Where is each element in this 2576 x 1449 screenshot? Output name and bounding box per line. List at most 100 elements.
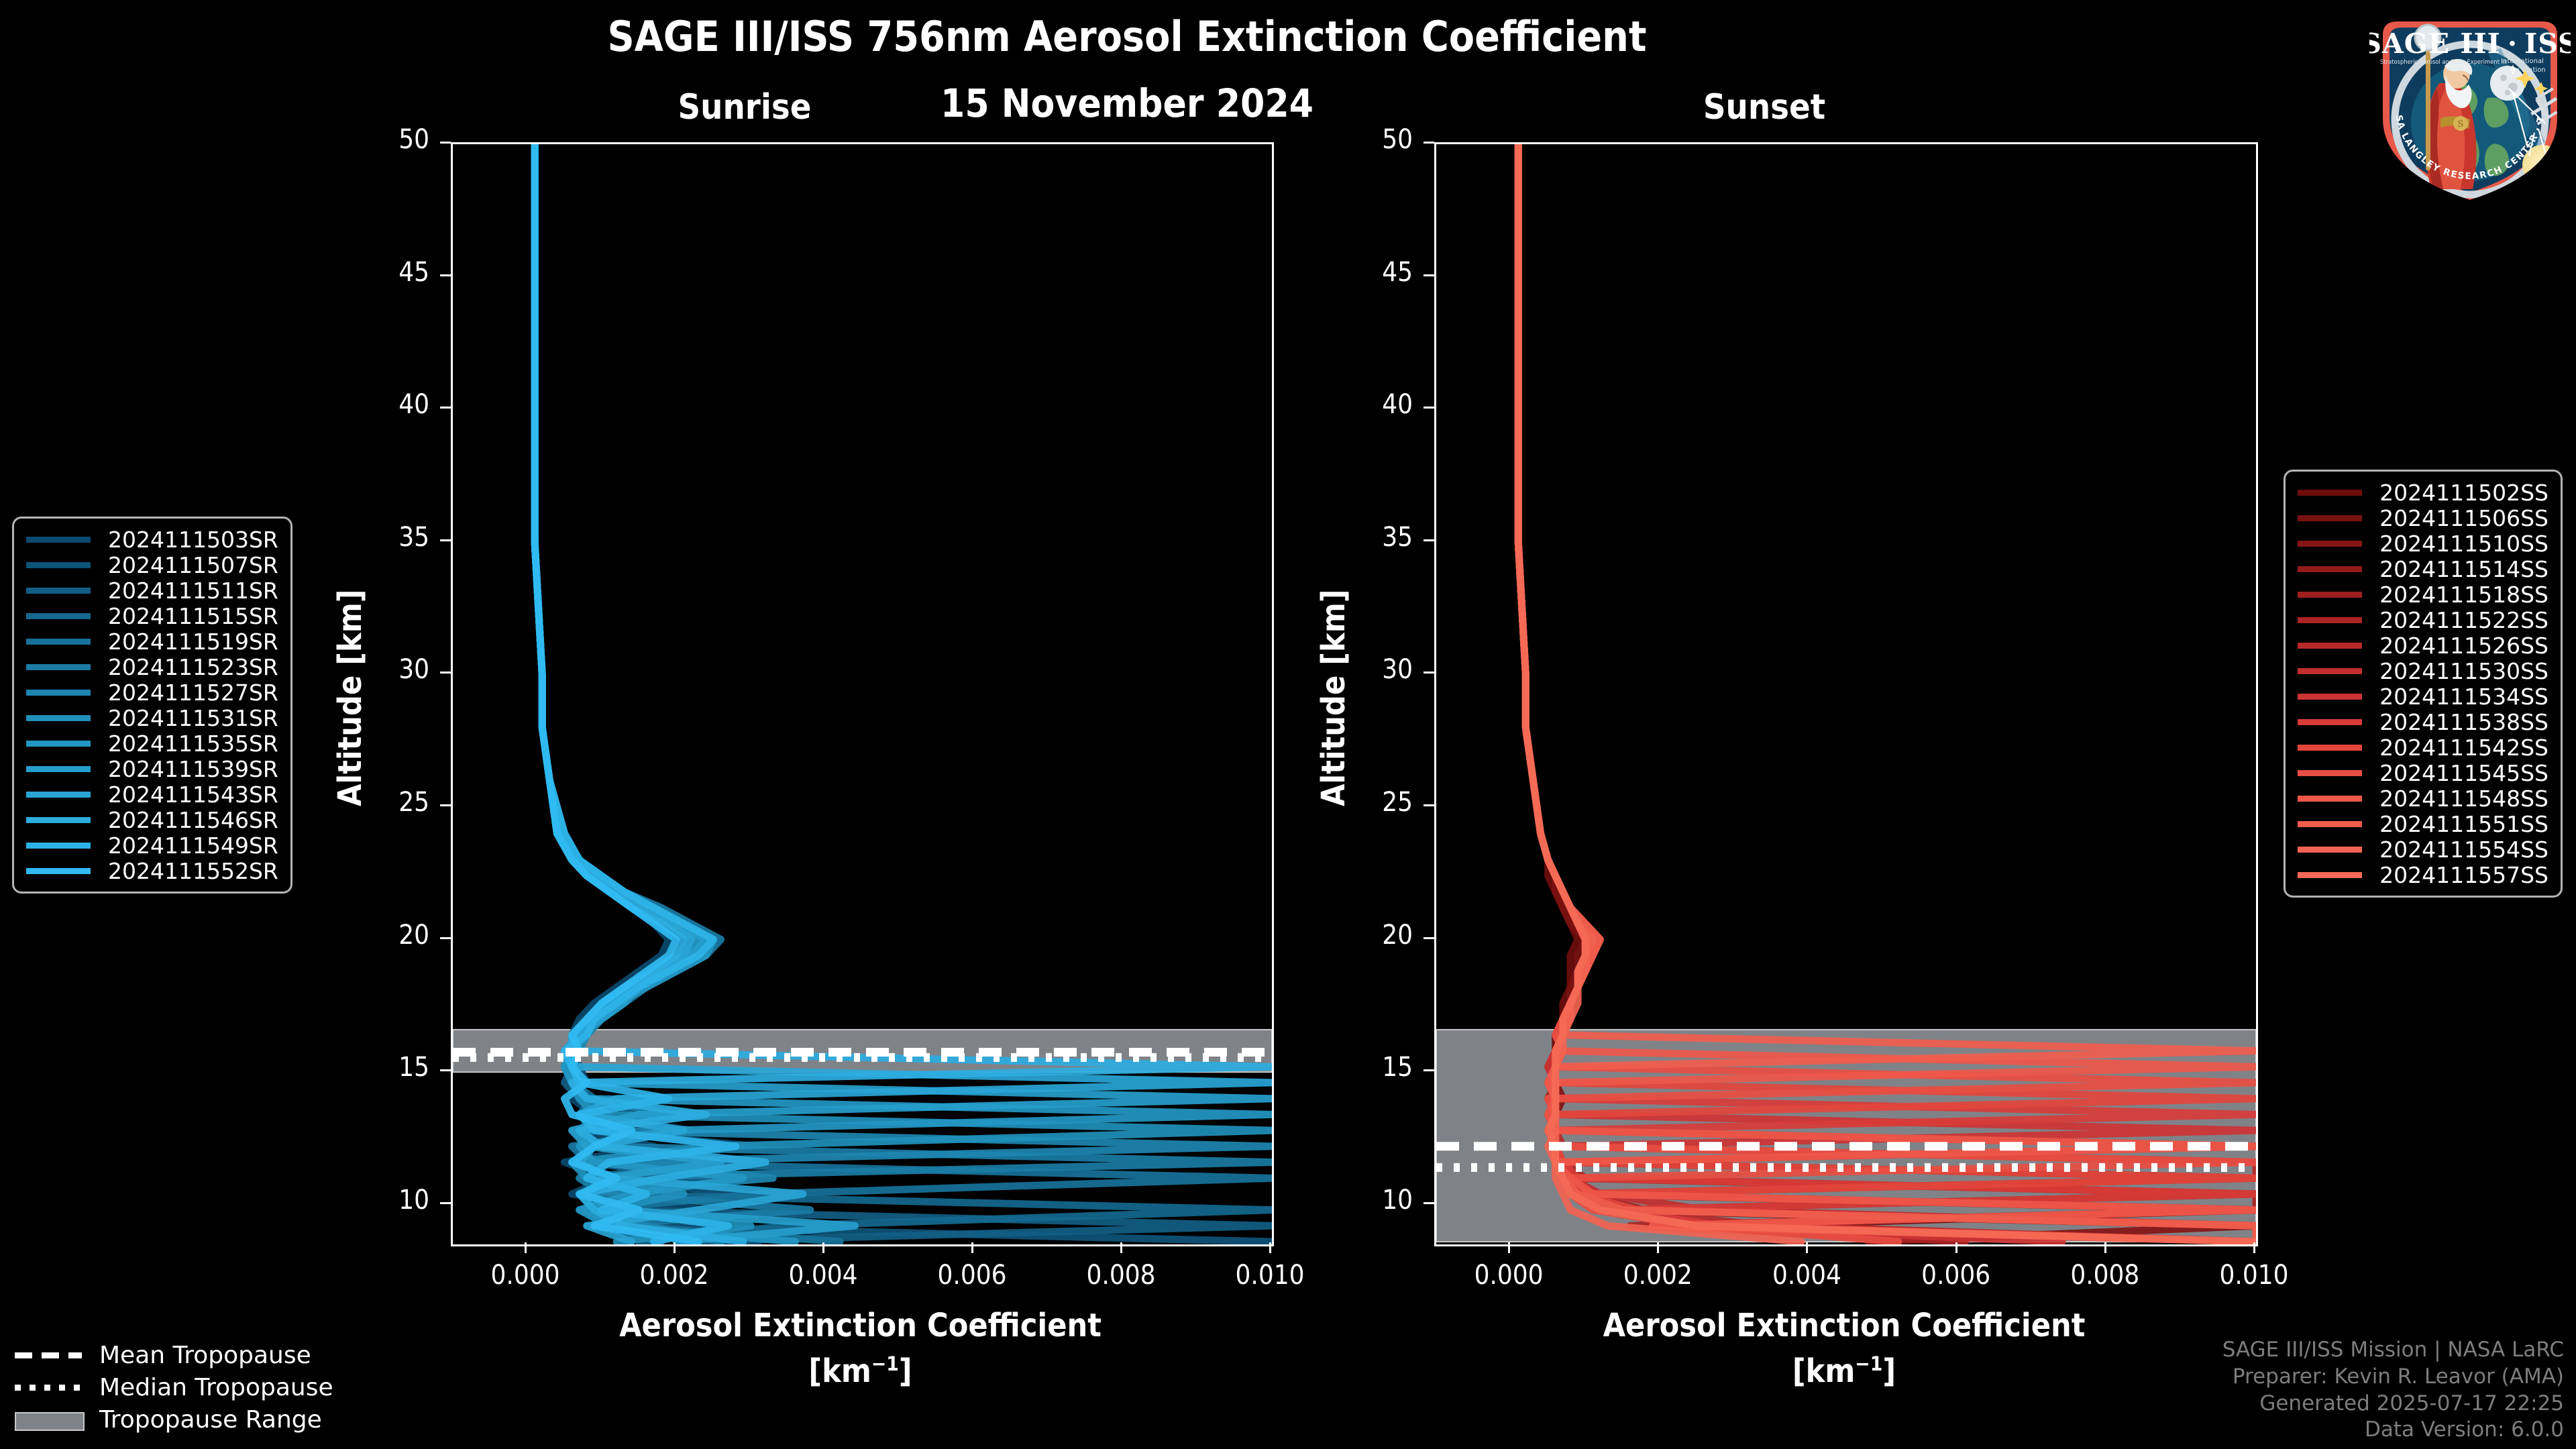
tropopause-legend-entry: Median Tropopause	[15, 1371, 333, 1403]
legend-sunrise-entry[interactable]: 2024111503SR	[26, 526, 278, 553]
legend-sunrise-entry[interactable]: 2024111531SR	[26, 705, 278, 731]
legend-label: 2024111514SS	[2379, 555, 2548, 582]
y-tick	[1424, 539, 1434, 541]
y-tick-label: 20	[398, 919, 429, 951]
x-tick-label: 0.004	[788, 1260, 858, 1291]
x-axis-title: Aerosol Extinction Coefficient	[1603, 1307, 2086, 1344]
legend-sunset-entry[interactable]: 2024111502SS	[2298, 479, 2548, 506]
legend-color-swatch	[26, 663, 91, 670]
legend-sunrise-entry[interactable]: 2024111527SR	[26, 679, 278, 706]
legend-color-swatch	[26, 587, 91, 594]
y-axis-title: Altitude [km]	[331, 589, 369, 806]
legend-sunset-entry[interactable]: 2024111538SS	[2298, 709, 2548, 735]
x-tick-label: 0.008	[1086, 1260, 1156, 1291]
legend-color-swatch	[2298, 744, 2363, 751]
tropopause-legend-key	[15, 1346, 82, 1364]
legend-label: 2024111539SR	[108, 755, 278, 782]
legend-sunset-entry[interactable]: 2024111548SS	[2298, 785, 2548, 812]
x-tick	[2104, 1242, 2106, 1253]
y-tick-label: 25	[398, 786, 429, 818]
legend-sunrise-entry[interactable]: 2024111515SR	[26, 603, 278, 629]
legend-color-swatch	[26, 867, 91, 874]
legend-sunset-entry[interactable]: 2024111542SS	[2298, 734, 2548, 761]
legend-sunset-entry[interactable]: 2024111526SS	[2298, 632, 2548, 659]
tropopause-legend-key	[15, 1379, 82, 1396]
legend-sunrise-entry[interactable]: 2024111549SR	[26, 832, 278, 859]
legend-sunrise-entry[interactable]: 2024111546SR	[26, 807, 278, 833]
x-tick-label: 0.010	[2219, 1260, 2289, 1291]
legend-sunrise-entry[interactable]: 2024111535SR	[26, 731, 278, 757]
legend-color-swatch	[26, 561, 91, 568]
y-axis-title: Altitude [km]	[1315, 589, 1352, 806]
legend-color-swatch	[26, 714, 91, 721]
legend-label: 2024111526SS	[2379, 632, 2548, 659]
legend-label: 2024111506SS	[2379, 504, 2548, 531]
legend-sunrise-entry[interactable]: 2024111523SR	[26, 654, 278, 680]
y-tick	[1424, 672, 1434, 674]
legend-sunset-entry[interactable]: 2024111554SS	[2298, 837, 2548, 863]
legend-label: 2024111527SR	[108, 679, 278, 706]
legend-sunrise-entry[interactable]: 2024111543SR	[26, 781, 278, 808]
legend-label: 2024111548SS	[2379, 785, 2548, 812]
y-tick	[1424, 1201, 1434, 1204]
patch-subtitle-right-1: International	[2501, 58, 2544, 65]
legend-sunset-entry[interactable]: 2024111510SS	[2298, 531, 2548, 557]
legend-sunset-entry[interactable]: 2024111545SS	[2298, 760, 2548, 786]
legend-color-swatch	[2298, 846, 2363, 853]
y-tick-label: 40	[398, 389, 429, 421]
tropopause-dotted-swatch	[15, 1385, 82, 1391]
legend-sunrise-entry[interactable]: 2024111539SR	[26, 756, 278, 782]
profile-curves-sunrise	[453, 144, 1272, 1244]
x-tick	[674, 1242, 676, 1253]
legend-label: 2024111549SR	[108, 832, 278, 859]
legend-sunset-entry[interactable]: 2024111522SS	[2298, 607, 2548, 633]
legend-label: 2024111542SS	[2379, 734, 2548, 761]
svg-text:S: S	[2458, 119, 2464, 129]
legend-color-swatch	[26, 791, 91, 798]
x-axis-units: [km−1]	[1792, 1352, 1896, 1390]
credits-block: SAGE III/ISS Mission | NASA LaRC Preparer…	[2222, 1337, 2564, 1444]
legend-sunset-entry[interactable]: 2024111506SS	[2298, 505, 2548, 531]
x-tick	[1955, 1242, 1957, 1253]
legend-sunset-entry[interactable]: 2024111518SS	[2298, 582, 2548, 608]
legend-label: 2024111507SR	[108, 551, 278, 578]
legend-label: 2024111502SS	[2379, 479, 2548, 506]
panel-subtitle-sunset: Sunset	[1703, 87, 1826, 127]
date-subtitle: 15 November 2024	[941, 80, 1313, 126]
legend-sunset-entry[interactable]: 2024111530SS	[2298, 658, 2548, 684]
legend-color-swatch	[2298, 591, 2363, 598]
x-tick-label: 0.006	[1921, 1260, 1991, 1291]
legend-sunset-entry[interactable]: 2024111514SS	[2298, 556, 2548, 582]
legend-sunset[interactable]: 2024111502SS 2024111506SS 2024111510SS 2024…	[2284, 470, 2563, 898]
legend-color-swatch	[2298, 820, 2363, 827]
legend-sunset-entry[interactable]: 2024111557SS	[2298, 862, 2548, 888]
profile-line	[1514, 144, 2256, 1244]
legend-sunset-entry[interactable]: 2024111534SS	[2298, 683, 2548, 710]
legend-label: 2024111551SS	[2379, 810, 2548, 837]
legend-label: 2024111543SR	[108, 781, 278, 808]
y-tick	[440, 1201, 451, 1204]
legend-label: 2024111522SS	[2379, 606, 2548, 633]
y-tick	[1424, 936, 1434, 939]
y-tick-label: 50	[1382, 124, 1413, 155]
legend-label: 2024111503SR	[108, 526, 278, 553]
legend-sunrise-entry[interactable]: 2024111552SR	[26, 858, 278, 884]
x-tick-label: 0.010	[1235, 1260, 1305, 1291]
x-tick	[822, 1242, 824, 1253]
y-tick-label: 20	[1382, 919, 1413, 951]
credits-line: SAGE III/ISS Mission | NASA LaRC	[2222, 1338, 2564, 1362]
tropopause-legend-key	[15, 1411, 85, 1431]
legend-sunrise-entry[interactable]: 2024111519SR	[26, 629, 278, 655]
y-tick-label: 15	[1382, 1052, 1413, 1083]
legend-sunrise[interactable]: 2024111503SR 2024111507SR 2024111511SR 2024…	[12, 517, 292, 894]
legend-label: 2024111534SS	[2379, 683, 2548, 710]
legend-sunrise-entry[interactable]: 2024111507SR	[26, 552, 278, 578]
legend-color-swatch	[2298, 515, 2363, 521]
legend-sunset-entry[interactable]: 2024111551SS	[2298, 811, 2548, 837]
y-tick-label: 45	[1382, 256, 1413, 288]
legend-label: 2024111546SR	[108, 806, 278, 833]
legend-color-swatch	[26, 842, 91, 849]
legend-sunrise-entry[interactable]: 2024111511SR	[26, 578, 278, 604]
credits-line: Generated 2025-07-17 22:25	[2259, 1391, 2564, 1415]
legend-label: 2024111557SS	[2379, 861, 2548, 888]
